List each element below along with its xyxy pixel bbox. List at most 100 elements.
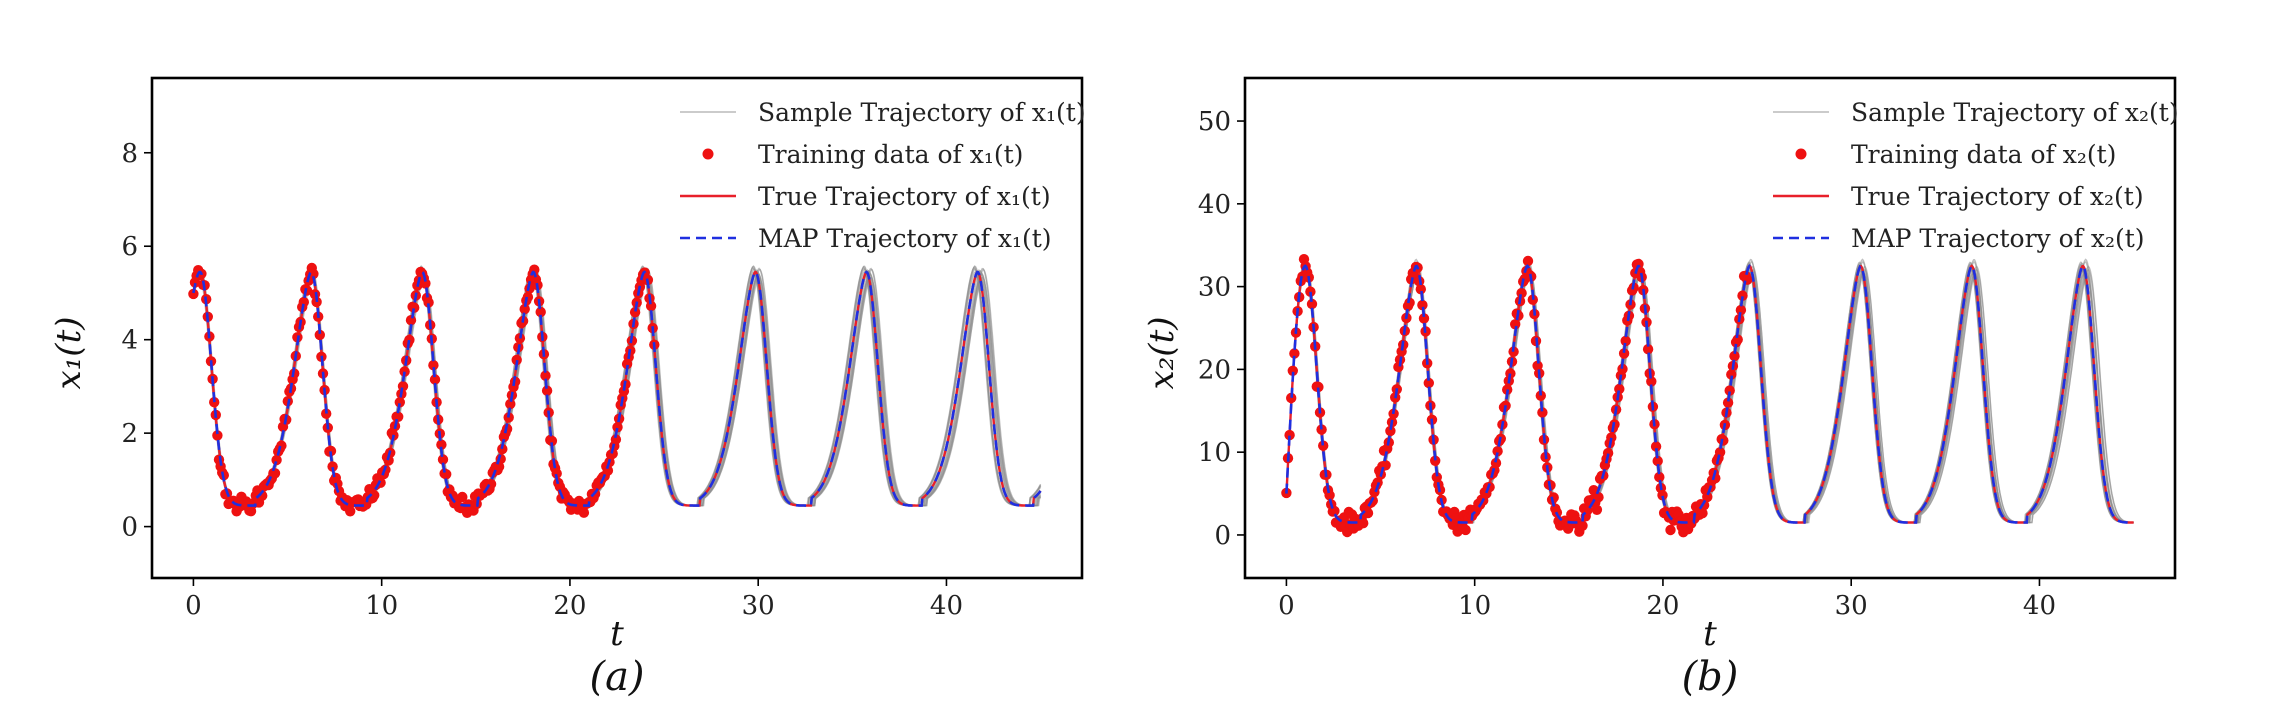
training-data-point: [325, 445, 337, 457]
y-tick-label: 30: [1198, 273, 1231, 303]
training-data-point: [629, 307, 641, 318]
y-axis-label: x₂(t): [1142, 317, 1182, 390]
training-data-point: [209, 397, 220, 408]
training-data-point: [428, 360, 439, 371]
training-data-point: [1726, 369, 1737, 380]
x-tick-label: 10: [365, 591, 398, 621]
training-data-point: [1618, 348, 1630, 359]
training-data-point: [429, 374, 441, 385]
training-data-point: [541, 385, 553, 396]
training-data-point: [1287, 365, 1299, 376]
training-data-point: [1633, 258, 1644, 270]
training-data-point: [540, 370, 551, 381]
training-data-point: [602, 465, 614, 476]
training-data-point: [1318, 440, 1329, 451]
x-tick-label: 0: [185, 591, 202, 621]
training-data-point: [1718, 435, 1729, 446]
training-data-point: [1735, 304, 1747, 316]
training-data-point: [212, 430, 223, 441]
training-data-point: [397, 381, 409, 392]
training-data-point: [1289, 348, 1300, 359]
x-tick-label: 10: [1458, 591, 1491, 621]
training-data-point: [511, 354, 522, 366]
training-data-point: [1324, 490, 1335, 501]
training-data-point: [1516, 287, 1527, 299]
map-trajectory-line: [1285, 264, 2134, 524]
plot-frame: [150, 76, 1084, 580]
training-data-point: [612, 422, 623, 433]
training-data-point: [1722, 397, 1734, 408]
x-axis-label: t: [1703, 614, 1717, 654]
training-data-point: [1362, 507, 1374, 519]
training-data-point: [519, 303, 530, 315]
training-data-point: [1492, 446, 1503, 457]
legend-true-label: True Trajectory of x₂(t): [1851, 182, 2144, 211]
y-tick-label: 0: [1214, 521, 1231, 551]
training-data-point: [578, 507, 590, 518]
y-tick-label: 6: [121, 232, 138, 262]
training-data-point: [405, 315, 417, 326]
y-axis-label: x₁(t): [49, 317, 89, 390]
training-data-point: [1286, 392, 1297, 404]
panel-b: 0 10 20 30 40 0 10 20 30 40 50 t x₂(t) (b) Sample Traj…: [1142, 76, 2179, 700]
training-data-point: [1724, 385, 1735, 396]
x-tick-label: 20: [553, 591, 586, 621]
training-data-point: [404, 334, 415, 346]
training-data-point: [1652, 455, 1663, 467]
training-data-point: [1522, 255, 1534, 267]
training-data-point: [1646, 376, 1657, 387]
legend: Sample Trajectory of x₁(t) Training data …: [680, 98, 1086, 253]
plot-area: [1281, 254, 2134, 538]
training-data-point: [1305, 286, 1316, 297]
training-data-point: [1642, 344, 1654, 355]
panel-label: (a): [589, 654, 644, 700]
legend-map-label: MAP Trajectory of x₂(t): [1851, 224, 2145, 253]
x-tick-label: 40: [930, 591, 963, 621]
training-data-point: [314, 329, 325, 341]
training-data-point: [1697, 508, 1708, 519]
training-data-point: [497, 443, 508, 455]
training-data-point: [1490, 457, 1502, 469]
panel-a: 0 10 20 30 40 0 2 4 6 8 t x₁(t) (a) Sample Trajectory…: [49, 76, 1086, 700]
training-data-point: [1606, 432, 1617, 443]
training-data-point: [1415, 284, 1427, 295]
legend-training-label: Training data of x₂(t): [1851, 140, 2116, 169]
y-tick-label: 20: [1198, 355, 1231, 385]
training-data-point: [1510, 319, 1521, 330]
training-data-point: [1650, 441, 1662, 452]
training-data-point: [321, 408, 332, 419]
legend: Sample Trajectory of x₂(t) Training data …: [1773, 98, 2179, 253]
training-data-point: [1665, 524, 1676, 536]
y-tick-label: 8: [121, 139, 138, 169]
training-data-point: [423, 297, 434, 308]
training-data-point: [546, 435, 558, 447]
training-data-point: [1729, 350, 1740, 362]
training-data-point: [1417, 299, 1428, 311]
training-data-point: [535, 306, 546, 318]
legend-sample-label: Sample Trajectory of x₁(t): [758, 98, 1086, 127]
training-data-point: [551, 468, 562, 479]
training-data-point: [1732, 334, 1743, 345]
training-data-point: [437, 454, 449, 465]
training-data-point: [1423, 377, 1435, 389]
legend-sample-label: Sample Trajectory of x₂(t): [1851, 98, 2179, 127]
training-data-point: [1657, 490, 1668, 501]
legend-map-label: MAP Trajectory of x₁(t): [758, 224, 1052, 253]
training-data-point: [345, 506, 356, 517]
training-data-point: [1614, 383, 1625, 395]
training-data-point: [1306, 298, 1318, 310]
legend-training-swatch: [702, 148, 714, 160]
x-tick-label: 40: [2023, 591, 2056, 621]
training-data-point: [188, 288, 199, 300]
training-data-point: [1418, 313, 1430, 324]
training-data-point: [271, 454, 282, 466]
plot-frame: [1243, 76, 2177, 580]
training-data-point: [1537, 407, 1548, 418]
training-data-point: [1316, 424, 1327, 435]
training-data-point: [369, 490, 380, 501]
training-data-point: [1591, 504, 1603, 515]
training-data-point: [1593, 492, 1604, 503]
training-data-point: [298, 296, 309, 308]
training-data-point: [1714, 447, 1726, 458]
